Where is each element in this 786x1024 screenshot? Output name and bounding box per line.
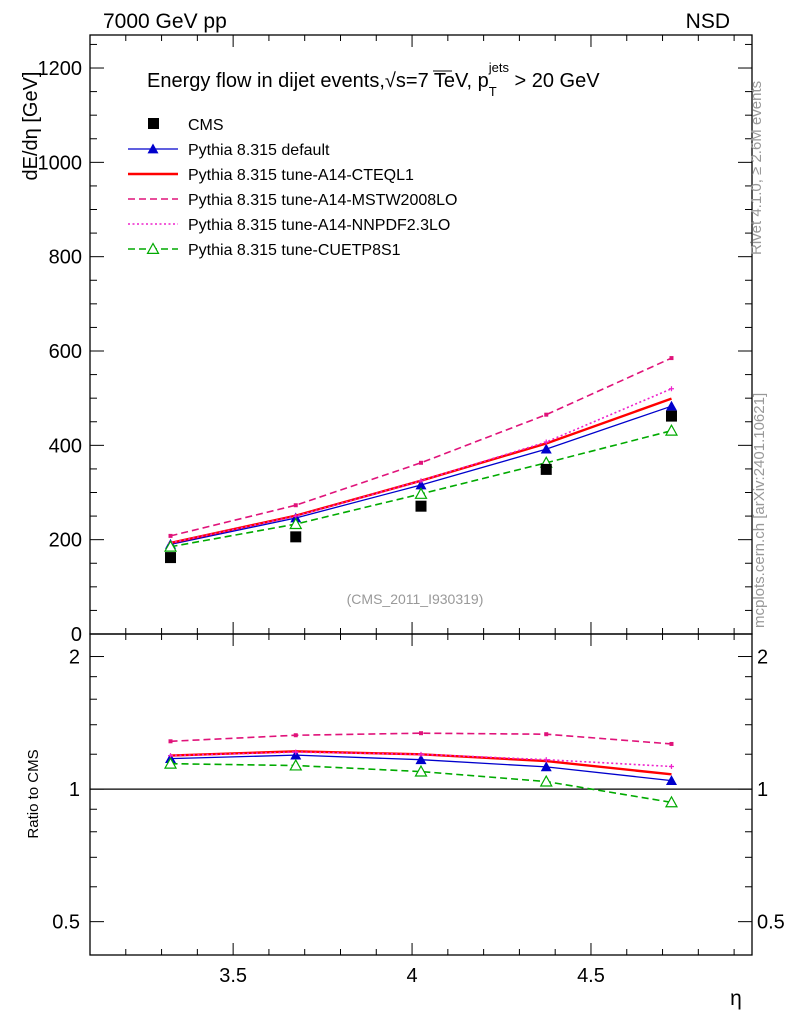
ratio-series-line (170, 732, 672, 745)
ratio-frame (89, 633, 753, 956)
header-process-label: NSD (686, 10, 730, 33)
x-tick-label: 3.5 (219, 965, 247, 987)
plot-title: Energy flow in dijet events,√s=7 TeV, pT… (147, 60, 600, 99)
ratio-series-point (290, 749, 302, 760)
ratio-series-point (544, 732, 549, 737)
data-point (290, 531, 302, 543)
legend-marker-5 (146, 242, 160, 254)
y-axis-label: dE/dη [GeV] (20, 72, 42, 181)
ratio-series-point (539, 774, 553, 787)
ratio-series-point (163, 756, 178, 769)
ratio-plot: 3.5 4 4.5 0.5 0.5 1 1 2 2 (52, 633, 785, 987)
series-4 (168, 386, 674, 546)
ratio-y-tick-label-left: 0.5 (52, 912, 80, 934)
series-point (668, 386, 674, 392)
series-2 (170, 397, 672, 545)
series-line (170, 397, 672, 545)
legend-label-4: Pythia 8.315 tune-A14-NNPDF2.3LO (188, 217, 450, 234)
ratio-series-5 (163, 756, 679, 808)
data-series-cms (165, 410, 677, 564)
y-tick-label: 200 (49, 530, 82, 552)
series-point (544, 412, 549, 417)
legend: CMS Pythia 8.315 default Pythia 8.315 tune… (128, 117, 457, 259)
series-point (664, 423, 679, 436)
ratio-series-point (664, 795, 679, 808)
ratio-series-point (293, 733, 298, 738)
ratio-y-tick-label-left: 1 (69, 779, 80, 801)
legend-marker-1 (147, 143, 159, 154)
series-point (293, 503, 298, 508)
series-3 (168, 356, 674, 538)
series-line (170, 388, 672, 544)
series-point (543, 439, 549, 445)
header-beam-label: 7000 GeV pp (103, 10, 227, 33)
x-tick-label: 4.5 (577, 965, 605, 987)
ratio-y-tick-label-left: 2 (69, 647, 80, 669)
ratio-y-tick-label-right: 2 (757, 647, 768, 669)
legend-label-3: Pythia 8.315 tune-A14-MSTW2008LO (188, 192, 457, 209)
legend-label-cms: CMS (188, 117, 224, 134)
data-point (165, 552, 177, 564)
y-tick-label: 400 (49, 435, 82, 457)
ratio-series-point (540, 761, 552, 772)
legend-label-1: Pythia 8.315 default (188, 142, 330, 159)
ratio-series-point (669, 741, 674, 746)
ratio-series-point (414, 764, 428, 777)
ratio-series-point (665, 775, 677, 785)
y-tick-label: 1000 (38, 152, 83, 174)
series-point (415, 479, 427, 490)
ratio-series-point (418, 751, 424, 757)
series-5 (163, 423, 679, 552)
y-tick-label: 0 (71, 624, 82, 646)
ratio-series-point (168, 739, 173, 744)
x-tick-label: 4 (406, 965, 417, 987)
series-point (419, 460, 423, 465)
ratio-series-point (419, 731, 423, 736)
ratio-y-tick-label-right: 1 (757, 779, 768, 801)
x-axis-label: η (730, 987, 742, 1010)
y-tick-label: 1200 (38, 58, 83, 80)
ratio-series-1 (165, 749, 677, 785)
y-tick-label: 600 (49, 341, 82, 363)
ratio-series-3 (168, 731, 674, 746)
data-point (415, 500, 427, 512)
ratio-y-axis-label: Ratio to CMS (25, 749, 42, 838)
ratio-series-point (543, 757, 549, 763)
data-point (540, 463, 552, 475)
legend-label-2: Pythia 8.315 tune-A14-CTEQL1 (188, 167, 414, 184)
series-point (414, 487, 428, 499)
ratio-y-tick-label-right: 0.5 (757, 912, 785, 934)
ratio-series-point (415, 754, 427, 765)
series-point (289, 517, 303, 530)
ratio-series-line (170, 762, 672, 804)
rivet-side-label: Rivet 4.1.0, ≥ 2.6M events (748, 81, 765, 255)
series-point (669, 356, 674, 361)
ratio-series-point (289, 758, 303, 771)
series-point (418, 478, 424, 484)
series-line (170, 357, 672, 537)
series-line (170, 405, 672, 546)
series-point (168, 533, 173, 538)
main-plot: 0 200 400 600 800 1000 1200 (38, 34, 753, 646)
series-point (163, 540, 178, 552)
ratio-series-point (293, 749, 299, 755)
legend-label-5: Pythia 8.315 tune-CUETP8S1 (188, 242, 401, 259)
mcplots-side-label: mcplots.cern.ch [arXiv:2401.10621] (751, 393, 768, 628)
ratio-series-point (668, 763, 674, 769)
series-point (665, 400, 677, 411)
series-point (540, 443, 552, 454)
y-tick-label: 800 (49, 247, 82, 269)
legend-marker-cms (148, 118, 159, 129)
analysis-id-label: (CMS_2011_I930319) (347, 591, 484, 607)
data-point (665, 410, 677, 422)
